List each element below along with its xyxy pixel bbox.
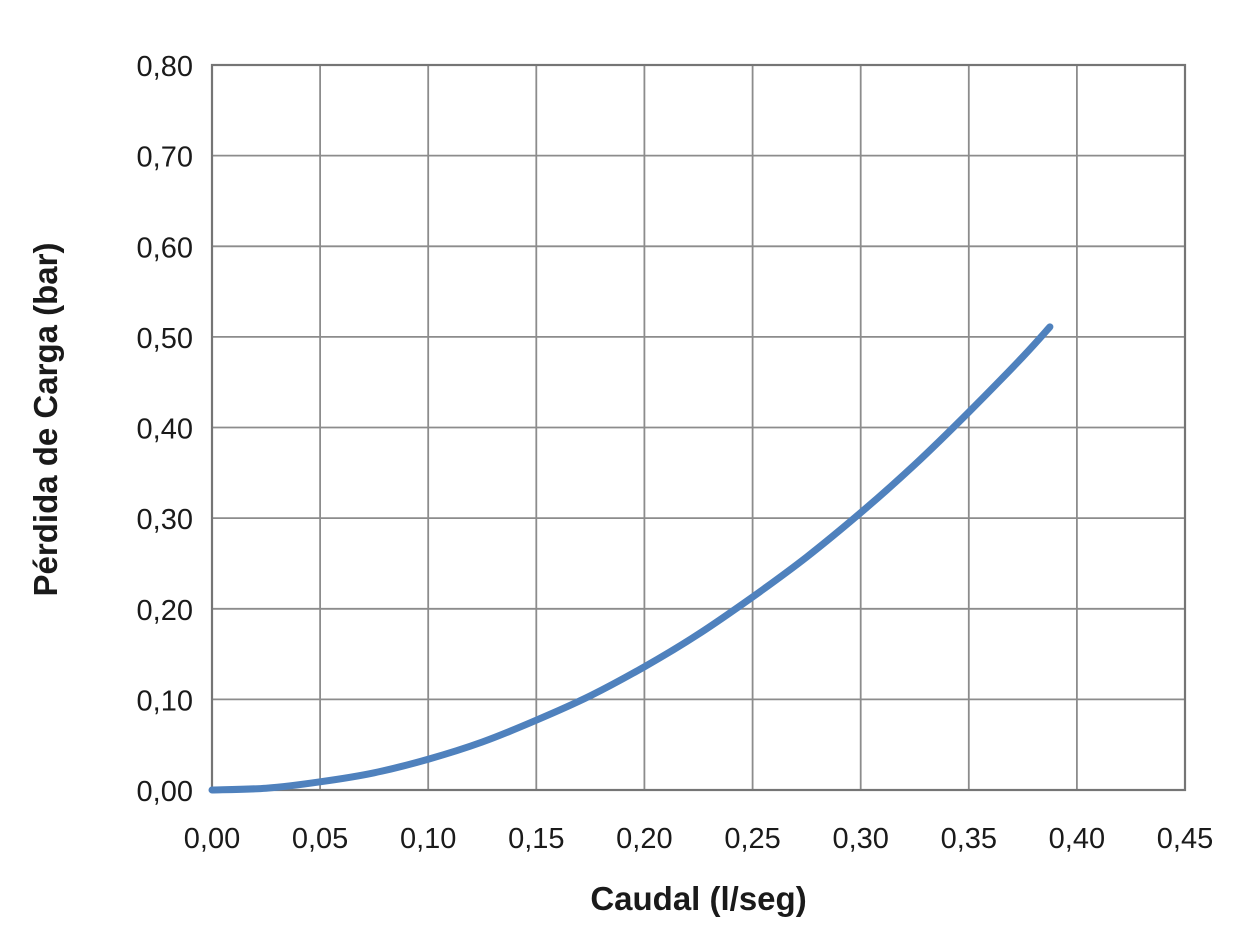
x-tick-label: 0,05 [292, 823, 348, 855]
y-tick-label: 0,10 [137, 685, 193, 717]
y-tick-label: 0,20 [137, 595, 193, 627]
y-tick-label: 0,70 [137, 142, 193, 174]
y-tick-label: 0,30 [137, 504, 193, 536]
x-axis-tick-labels: 0,00 0,05 0,10 0,15 0,20 0,25 0,30 0,35 0,40 0,45 [184, 823, 1213, 855]
x-tick-label: 0,10 [400, 823, 456, 855]
x-tick-label: 0,35 [941, 823, 997, 855]
x-tick-label: 0,25 [724, 823, 780, 855]
y-tick-label: 0,80 [137, 51, 193, 83]
x-tick-label: 0,20 [616, 823, 672, 855]
y-tick-label: 0,50 [137, 323, 193, 355]
y-tick-label: 0,00 [137, 776, 193, 808]
y-tick-label: 0,40 [137, 414, 193, 446]
x-tick-label: 0,40 [1049, 823, 1105, 855]
x-tick-label: 0,30 [832, 823, 888, 855]
plot-border [210, 63, 1187, 792]
y-axis-title: Pérdida de Carga (bar) [27, 243, 64, 597]
x-tick-label: 0,45 [1157, 823, 1213, 855]
x-tick-label: 0,00 [184, 823, 240, 855]
gridlines [211, 64, 1186, 791]
x-axis-title: Caudal (l/seg) [590, 880, 806, 917]
x-tick-label: 0,15 [508, 823, 564, 855]
series-line [208, 323, 1054, 794]
y-tick-label: 0,60 [137, 232, 193, 264]
y-axis-tick-labels: 0,00 0,10 0,20 0,30 0,40 0,50 0,60 0,70 0,80 [137, 51, 193, 808]
